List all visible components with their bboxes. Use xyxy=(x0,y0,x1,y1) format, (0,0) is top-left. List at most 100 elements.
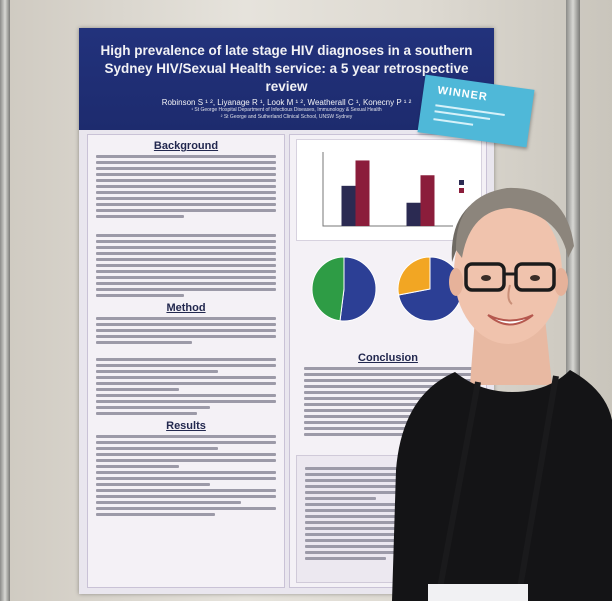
illegible-text-line xyxy=(304,379,472,382)
illegible-text-line xyxy=(96,240,276,243)
illegible-text-line xyxy=(304,385,472,388)
section-title-method: Method xyxy=(166,302,206,314)
illegible-text-line xyxy=(96,465,179,468)
illegible-text-line xyxy=(305,479,415,482)
presenter-ear xyxy=(554,268,568,296)
poster-affiliation-2: ² St George and Sutherland Clinical Scho… xyxy=(220,114,353,120)
presenter-face xyxy=(454,200,562,344)
illegible-text-line xyxy=(305,527,473,530)
illegible-text-line xyxy=(96,288,276,291)
pie-charts-card xyxy=(296,251,480,329)
results-text-block xyxy=(88,435,284,516)
illegible-text-line xyxy=(96,329,276,332)
illegible-text-line xyxy=(305,485,473,488)
presenter-eye xyxy=(481,275,491,281)
poster-title: High prevalence of late stage HIV diagno… xyxy=(100,43,473,94)
presenter-eye xyxy=(530,275,540,281)
illegible-text-line xyxy=(304,427,472,430)
references-text-block xyxy=(297,456,481,560)
method-text-block-2 xyxy=(88,358,284,415)
presenter-shirt xyxy=(392,370,612,601)
illegible-text-line xyxy=(304,403,472,406)
pie-slice xyxy=(397,256,431,296)
bar xyxy=(420,175,435,226)
illegible-text-line xyxy=(305,473,473,476)
pie-slice xyxy=(339,256,377,322)
illegible-text-line xyxy=(96,388,179,391)
poster-header: High prevalence of late stage HIV diagno… xyxy=(79,28,494,130)
illegible-text-line xyxy=(305,545,473,548)
glasses-lens xyxy=(514,262,556,292)
illegible-text-line xyxy=(96,400,276,403)
background-text-block-2 xyxy=(88,234,284,297)
illegible-text-line xyxy=(305,515,407,518)
illegible-text-line xyxy=(96,364,276,367)
illegible-text-line xyxy=(96,203,276,206)
illegible-text-line xyxy=(96,294,184,297)
lanyard-strap xyxy=(437,381,481,589)
pie-slice xyxy=(311,256,345,322)
bar-chart-card xyxy=(296,139,482,241)
illegible-text-line xyxy=(96,376,276,379)
illegible-text-line xyxy=(96,323,276,326)
legend-swatch xyxy=(459,180,464,185)
illegible-text-line xyxy=(96,282,276,285)
bar xyxy=(341,185,356,226)
bar xyxy=(355,160,370,226)
illegible-text-line xyxy=(305,551,399,554)
illegible-text-line xyxy=(304,373,472,376)
illegible-text-line xyxy=(96,234,276,237)
illegible-text-line xyxy=(96,197,276,200)
illegible-text-line xyxy=(96,412,197,415)
lanyard-strap xyxy=(517,375,559,589)
illegible-text-line xyxy=(96,341,192,344)
presenter-hair xyxy=(455,187,574,258)
illegible-text-line xyxy=(96,495,276,498)
illegible-text-line xyxy=(96,501,241,504)
illegible-text-line xyxy=(96,264,276,267)
illegible-text-line xyxy=(96,155,276,158)
illegible-text-line xyxy=(96,258,276,261)
illegible-text-line xyxy=(304,397,472,400)
illegible-text-line xyxy=(304,421,472,424)
illegible-text-line xyxy=(305,467,473,470)
illegible-text-line xyxy=(96,459,276,462)
illegible-text-line xyxy=(305,509,473,512)
legend-swatch xyxy=(459,188,464,193)
illegible-text-line xyxy=(96,161,276,164)
presenter-ear xyxy=(449,268,463,296)
conclusion-text-block xyxy=(296,367,480,436)
illegible-text-line xyxy=(96,382,276,385)
poster-affiliation-1: ¹ St George Hospital Department of Infec… xyxy=(191,107,382,113)
illegible-text-line xyxy=(304,415,472,418)
illegible-text-line xyxy=(96,179,276,182)
illegible-text-line xyxy=(96,471,276,474)
illegible-text-line xyxy=(96,270,276,273)
illegible-text-line xyxy=(96,317,276,320)
illegible-text-line xyxy=(96,483,210,486)
illegible-text-line xyxy=(96,358,276,361)
illegible-text-line xyxy=(96,246,276,249)
poster-left-column: Background Method Results xyxy=(87,134,285,588)
bar xyxy=(406,202,421,226)
illegible-text-line xyxy=(96,477,276,480)
illegible-text-line xyxy=(305,539,473,542)
illegible-text-line xyxy=(96,209,276,212)
conclusion-box: Conclusion xyxy=(296,347,480,447)
illegible-text-line xyxy=(305,521,473,524)
illegible-text-line xyxy=(96,173,276,176)
illegible-text-line xyxy=(96,489,276,492)
illegible-text-line xyxy=(305,557,386,560)
illegible-text-line xyxy=(304,367,472,370)
illegible-text-line xyxy=(96,276,276,279)
presenter-nose xyxy=(507,284,513,305)
illegible-text-line xyxy=(304,409,472,412)
research-poster: High prevalence of late stage HIV diagno… xyxy=(79,28,494,594)
illegible-text-line xyxy=(96,370,218,373)
illegible-text-line xyxy=(96,447,218,450)
poster-authors: Robinson S ¹ ², Liyanage R ¹, Look M ¹ ²… xyxy=(161,98,412,107)
name-badge xyxy=(428,584,528,601)
illegible-text-line xyxy=(96,185,276,188)
